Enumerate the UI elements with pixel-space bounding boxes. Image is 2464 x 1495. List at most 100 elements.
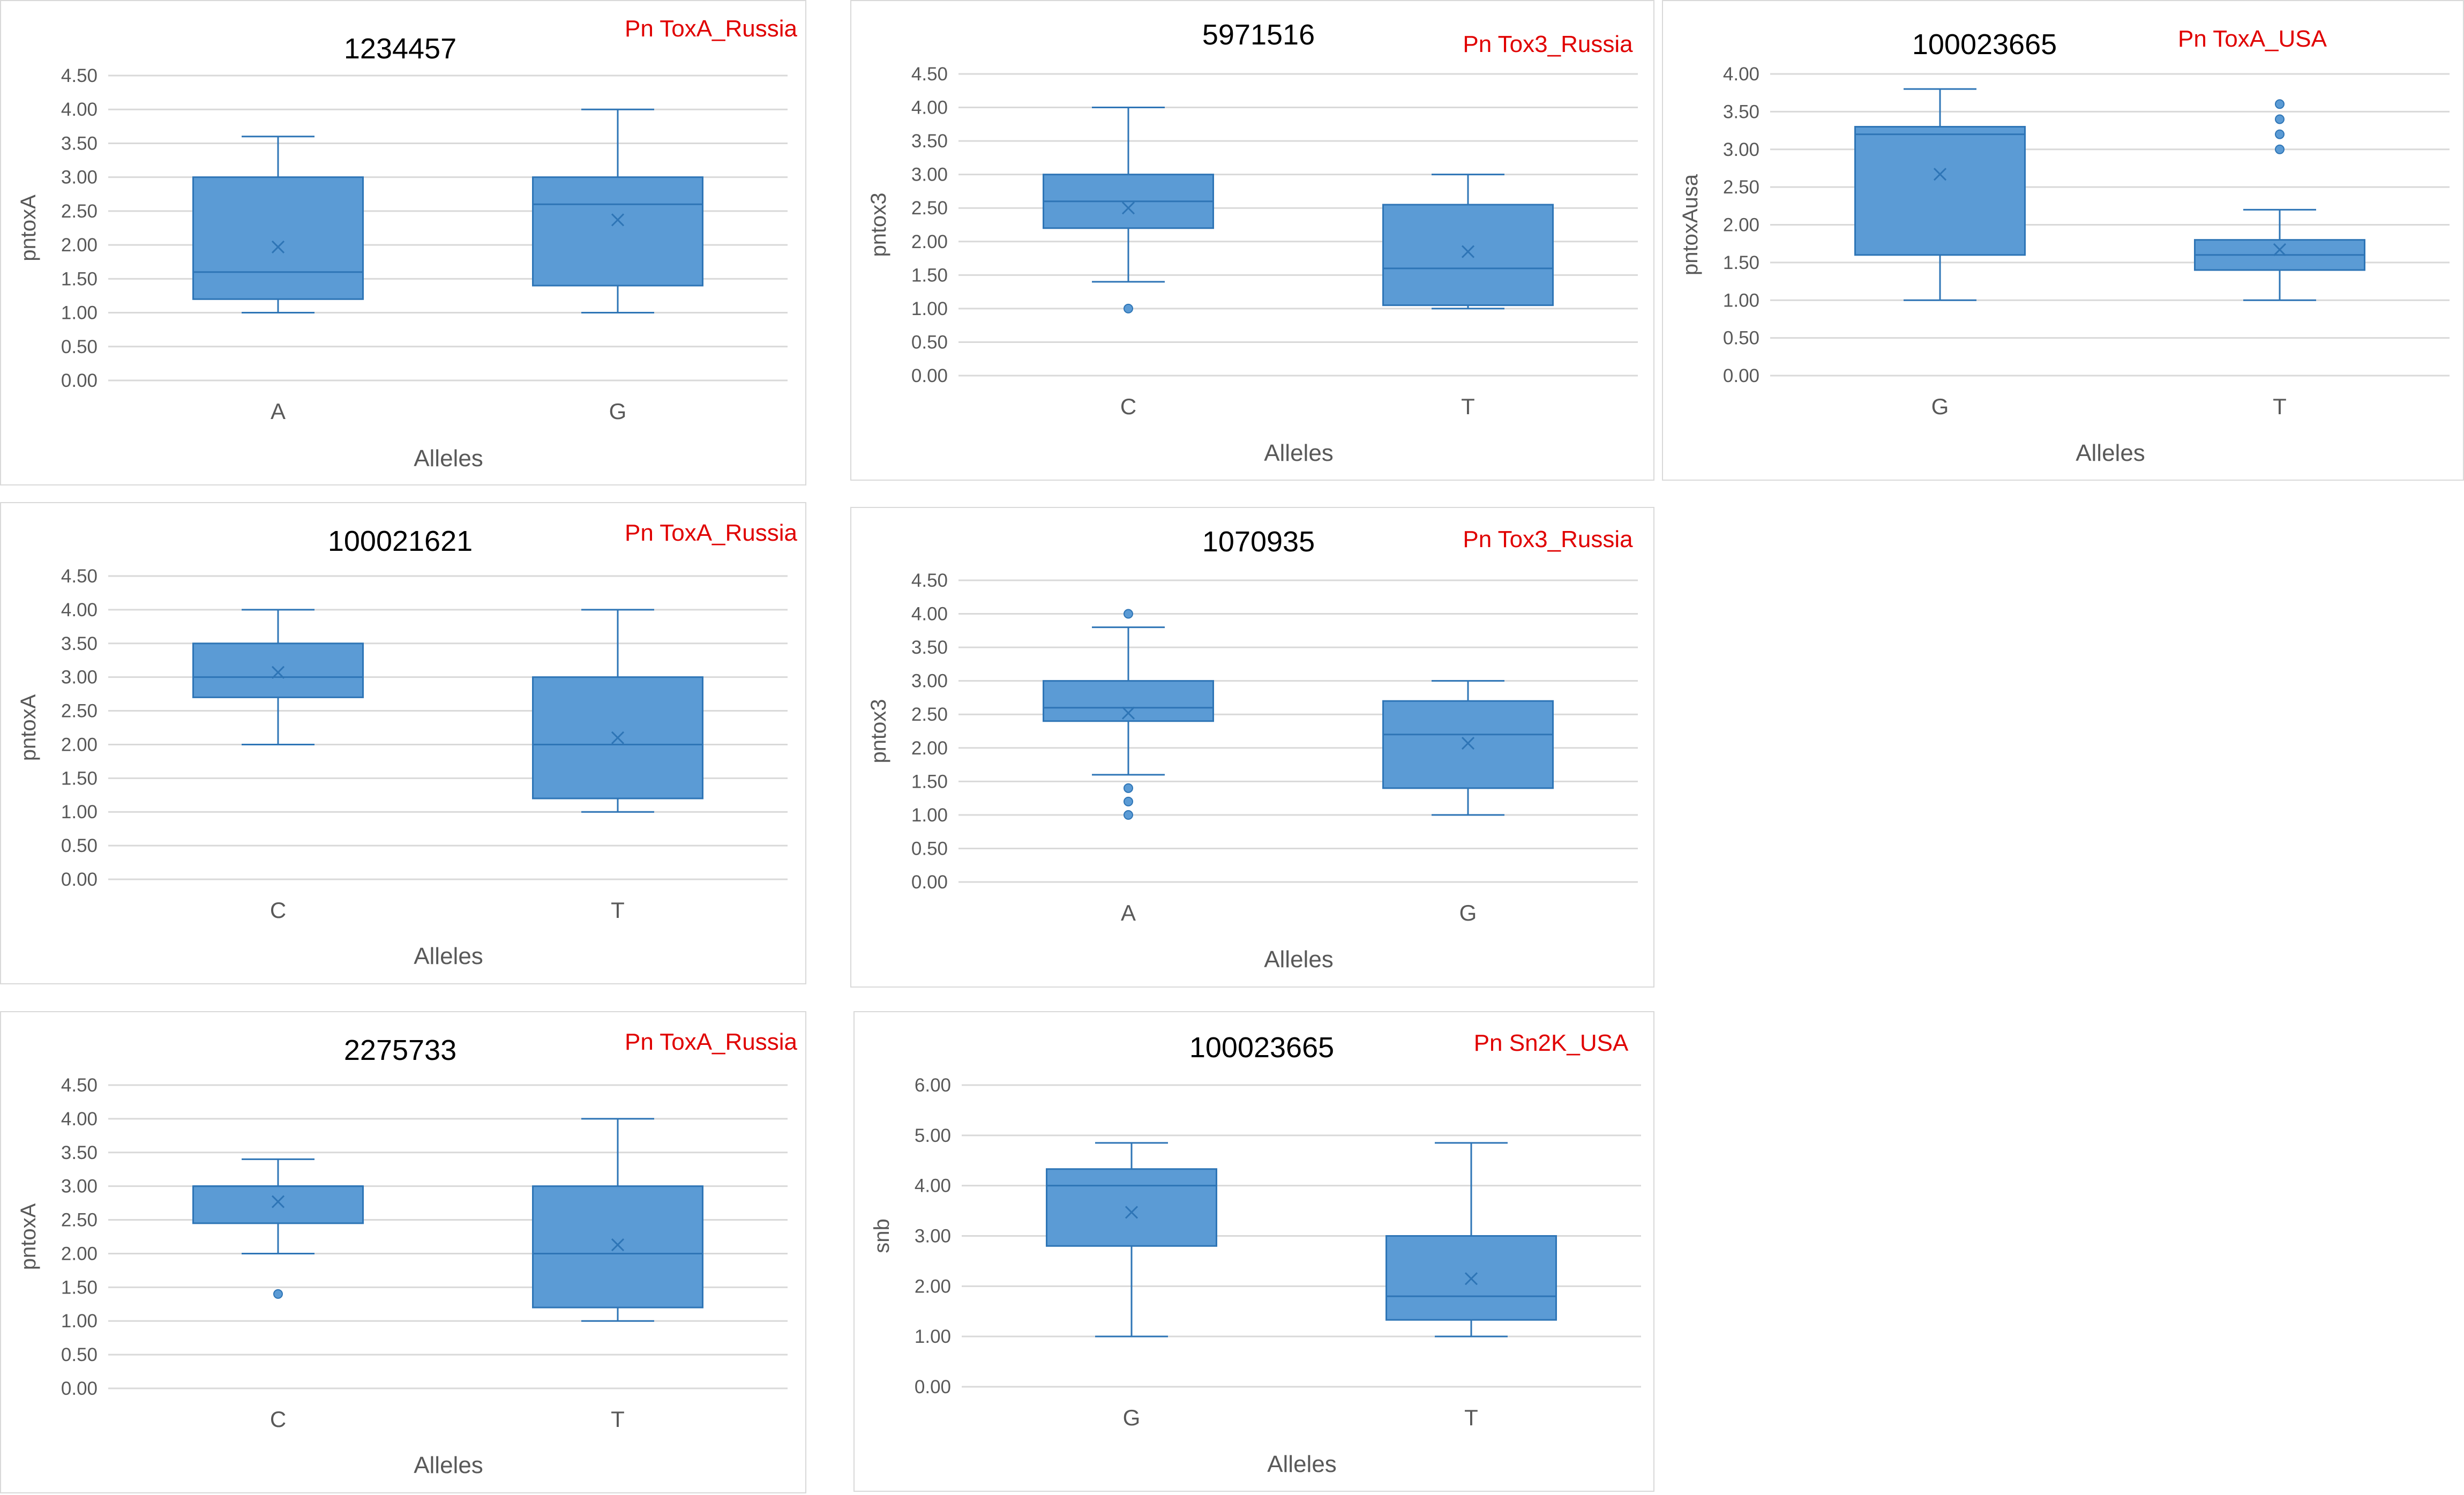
chart-panel: 0.00 0.50 1.00 1.50 2.00 2.50 3.00 3.50 4.00 4.50… [850, 507, 1654, 988]
y-tick-label: 3.00 [61, 167, 98, 188]
y-tick-label: 3.50 [61, 633, 98, 654]
box-plot: 0.00 0.50 1.00 1.50 2.00 2.50 3.00 3.50 4.00 pnto… [1679, 26, 2450, 466]
mean-marker [271, 240, 285, 253]
x-tick-label: T [1461, 394, 1475, 419]
outlier-point [1124, 810, 1133, 820]
y-tick-label: 1.50 [911, 265, 948, 286]
y-tick-label: 1.50 [911, 771, 948, 792]
chart-panel: 0.00 0.50 1.00 1.50 2.00 2.50 3.00 3.50 4.00 4.50… [0, 502, 806, 984]
y-tick-label: 4.00 [61, 1109, 98, 1130]
chart-title: 100023665 [1912, 28, 2057, 61]
x-tick-label: G [1459, 900, 1477, 925]
iqr-box [1043, 680, 1214, 722]
iqr-box [1382, 204, 1554, 307]
y-tick-label: 4.00 [61, 600, 98, 621]
y-tick-label: 2.00 [911, 231, 948, 252]
y-tick-label: 0.00 [61, 1378, 98, 1399]
x-tick-label: A [1121, 900, 1136, 925]
y-tick-label: 1.50 [1723, 252, 1759, 273]
x-tick-label: A [271, 399, 286, 424]
iqr-box [532, 176, 703, 287]
y-tick-label: 0.00 [911, 365, 948, 386]
y-tick-label: 0.50 [61, 835, 98, 856]
chart-annotation: Pn Tox3_Russia [1463, 526, 1633, 552]
box-T [532, 1118, 703, 1322]
chart-panel: 0.00 1.00 2.00 3.00 4.00 5.00 6.00 snb 100023665… [853, 1011, 1654, 1492]
box-T [1385, 1142, 1557, 1337]
box-plot: 0.00 1.00 2.00 3.00 4.00 5.00 6.00 snb 100023665… [870, 1030, 1641, 1477]
iqr-box [1854, 126, 2026, 256]
mean-marker [2273, 243, 2287, 257]
y-tick-label: 0.50 [911, 332, 948, 353]
iqr-box [192, 1185, 364, 1224]
y-tick-label: 1.00 [61, 802, 98, 823]
mean-marker [271, 666, 285, 679]
y-tick-label: 3.50 [911, 131, 948, 152]
mean-marker [1125, 1206, 1139, 1219]
mean-marker [611, 731, 625, 744]
chart-title: 2275733 [344, 1034, 456, 1066]
x-tick-label: C [270, 898, 286, 923]
iqr-box [192, 642, 364, 698]
y-tick-label: 2.00 [911, 738, 948, 759]
x-tick-label: T [611, 898, 625, 923]
chart-annotation: Pn Sn2K_USA [1474, 1030, 1629, 1056]
y-tick-label: 2.00 [915, 1276, 951, 1297]
box-plot: 0.00 0.50 1.00 1.50 2.00 2.50 3.00 3.50 4.00 4.50… [867, 526, 1638, 973]
box-plot: 0.00 0.50 1.00 1.50 2.00 2.50 3.00 3.50 4.00 4.50… [17, 16, 798, 472]
y-tick-label: 2.00 [61, 1243, 98, 1264]
y-tick-label: 4.50 [61, 1075, 98, 1096]
y-tick-label: 3.00 [61, 1176, 98, 1197]
box-G [1854, 88, 2026, 301]
y-axis-label: snb [870, 1219, 894, 1253]
x-axis-label: Alleles [414, 943, 483, 969]
y-tick-label: 1.00 [915, 1326, 951, 1347]
x-axis-label: Alleles [1264, 946, 1334, 973]
mean-marker [271, 1195, 285, 1208]
y-tick-label: 0.50 [1723, 328, 1759, 349]
chart-annotation: Pn ToxA_Russia [625, 16, 798, 42]
y-tick-label: 4.00 [1723, 64, 1759, 85]
y-tick-label: 1.50 [61, 768, 98, 789]
y-tick-label: 3.00 [915, 1226, 951, 1247]
y-tick-label: 4.50 [911, 64, 948, 85]
outlier-point [1124, 796, 1133, 806]
y-tick-label: 3.00 [911, 671, 948, 692]
outlier-point [1124, 609, 1133, 619]
y-tick-label: 2.50 [1723, 177, 1759, 198]
y-axis-label: pntoxAusa [1679, 174, 1702, 275]
y-tick-label: 3.50 [61, 1142, 98, 1163]
box-T [2194, 99, 2365, 301]
mean-marker [611, 213, 625, 227]
y-tick-label: 2.00 [61, 235, 98, 256]
box-T [1382, 174, 1554, 310]
chart-annotation: Pn ToxA_USA [2178, 26, 2327, 52]
box-G [1046, 1142, 1217, 1337]
chart-title: 100023665 [1189, 1031, 1334, 1064]
y-tick-label: 2.50 [61, 1210, 98, 1231]
x-axis-label: Alleles [1264, 440, 1334, 466]
y-tick-label: 3.00 [61, 667, 98, 688]
y-tick-label: 4.50 [61, 65, 98, 86]
box-A [192, 136, 364, 314]
outlier-point [2275, 114, 2285, 124]
box-plot: 0.00 0.50 1.00 1.50 2.00 2.50 3.00 3.50 4.00 4.50… [17, 520, 798, 969]
y-tick-label: 3.50 [1723, 101, 1759, 122]
chart-panel: 0.00 0.50 1.00 1.50 2.00 2.50 3.00 3.50 4.00 4.50… [0, 1011, 806, 1493]
y-tick-label: 2.00 [1723, 215, 1759, 236]
y-tick-label: 5.00 [915, 1125, 951, 1146]
box-plot: 0.00 0.50 1.00 1.50 2.00 2.50 3.00 3.50 4.00 4.50… [867, 19, 1638, 466]
box-plot: 0.00 0.50 1.00 1.50 2.00 2.50 3.00 3.50 4.00 4.50… [17, 1029, 798, 1478]
iqr-box [1046, 1168, 1217, 1247]
y-tick-label: 2.50 [911, 704, 948, 725]
outlier-point [2275, 99, 2285, 109]
box-A [1043, 609, 1214, 820]
chart-annotation: Pn Tox3_Russia [1463, 31, 1633, 57]
outlier-point [1124, 783, 1133, 793]
x-tick-label: T [1464, 1405, 1478, 1430]
y-tick-label: 4.00 [61, 99, 98, 120]
iqr-box [532, 1185, 703, 1309]
mean-marker [1461, 245, 1475, 258]
chart-panel: 0.00 0.50 1.00 1.50 2.00 2.50 3.00 3.50 4.00 pnto… [1662, 0, 2464, 481]
y-tick-label: 0.00 [61, 370, 98, 391]
